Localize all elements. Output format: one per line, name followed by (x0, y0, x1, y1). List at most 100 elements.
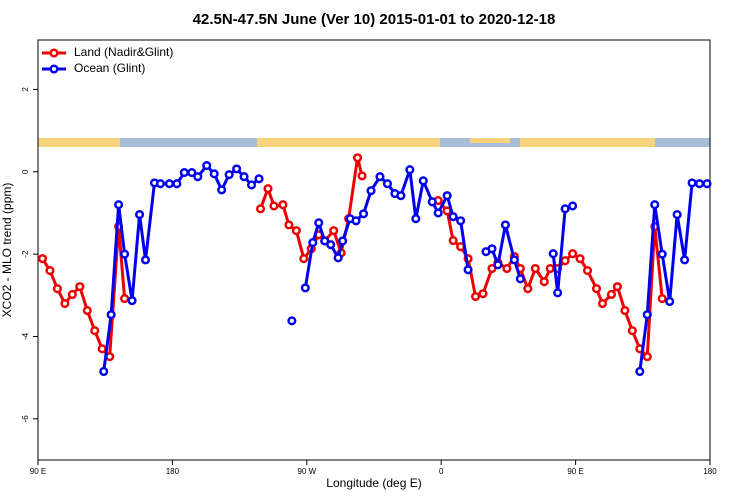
data-point (502, 263, 512, 274)
data-point (493, 260, 503, 270)
data-point (187, 168, 197, 178)
legend-marker (49, 64, 59, 74)
data-point (568, 249, 578, 259)
data-point (568, 201, 578, 211)
data-point (635, 366, 645, 377)
data-point (114, 200, 124, 210)
x-tick-label: 180 (703, 467, 717, 476)
data-point (612, 282, 622, 292)
data-point (255, 204, 266, 214)
data-point (575, 254, 585, 264)
data-point (172, 179, 182, 189)
data-point (487, 263, 497, 274)
data-point (287, 316, 297, 326)
data-point (333, 253, 343, 263)
data-point (657, 249, 667, 259)
data-point (702, 179, 712, 189)
data-point (45, 266, 55, 276)
x-tick-label: 90 W (297, 467, 316, 476)
legend-marker (49, 48, 59, 58)
x-tick-label: 180 (166, 467, 180, 476)
data-point (224, 170, 234, 180)
data-point (463, 265, 473, 275)
data-point (411, 214, 421, 224)
data-point (500, 220, 510, 230)
data-point (442, 191, 452, 201)
data-point (591, 284, 602, 294)
y-tick-label: -4 (21, 332, 30, 340)
data-point (278, 200, 288, 210)
data-point (694, 179, 705, 189)
data-point (120, 249, 130, 259)
data-point (680, 255, 690, 265)
data-point (627, 326, 637, 336)
data-point (405, 165, 415, 175)
data-point (657, 294, 667, 304)
data-point (665, 296, 675, 307)
data-point (300, 283, 310, 293)
data-point (209, 169, 219, 179)
data-point (140, 255, 151, 265)
data-point (320, 236, 330, 246)
data-point (560, 204, 570, 214)
data-point (308, 238, 318, 248)
data-point (358, 209, 369, 219)
data-point (396, 191, 406, 201)
data-point (539, 277, 549, 287)
data-point (90, 326, 100, 336)
series-line (102, 164, 708, 372)
data-point (672, 210, 682, 220)
data-point (427, 197, 437, 207)
data-point (351, 216, 361, 226)
x-axis-label: Longitude (deg E) (326, 476, 421, 490)
data-point (650, 200, 660, 210)
data-point (120, 294, 130, 304)
data-point (291, 226, 301, 236)
data-point (193, 172, 203, 182)
data-point (329, 226, 339, 236)
data-point (52, 284, 62, 294)
data-point (99, 366, 109, 377)
data-point (456, 216, 466, 226)
data-point (97, 344, 107, 354)
data-point (155, 179, 166, 189)
data-point (75, 282, 85, 292)
data-point (545, 263, 555, 274)
data-point (523, 284, 533, 294)
data-point (357, 171, 367, 181)
chart-title: 42.5N-47.5N June (Ver 10) 2015-01-01 to … (193, 11, 556, 28)
data-point (620, 305, 630, 316)
data-point (642, 352, 652, 362)
surface-band (38, 138, 710, 147)
data-point (314, 218, 324, 228)
data-point (353, 153, 363, 163)
y-tick-label: 0 (21, 169, 30, 174)
data-point (478, 289, 488, 299)
plot-frame (37, 39, 711, 461)
y-tick-label: 2 (21, 87, 30, 92)
data-point (487, 244, 497, 254)
data-point (106, 310, 116, 320)
data-point (202, 161, 212, 171)
x-tick-label: 0 (439, 467, 444, 476)
y-axis-label: XCO2 - MLO trend (ppm) (0, 183, 14, 318)
data-point (82, 305, 92, 316)
data-point (263, 184, 273, 194)
data-point (366, 186, 376, 196)
data-point (433, 208, 443, 218)
data-point (338, 236, 348, 246)
y-tick-label: -2 (21, 250, 30, 258)
data-point (164, 179, 174, 189)
data-point (597, 298, 608, 309)
x-tick-label: 90 E (30, 467, 46, 476)
data-point (284, 220, 294, 230)
data-point (548, 249, 558, 259)
data-point (448, 212, 458, 222)
data-point (642, 310, 652, 320)
data-point (67, 289, 77, 300)
data-point (382, 179, 392, 189)
data-point (515, 274, 525, 284)
data-point (553, 288, 563, 298)
data-point (179, 168, 189, 178)
